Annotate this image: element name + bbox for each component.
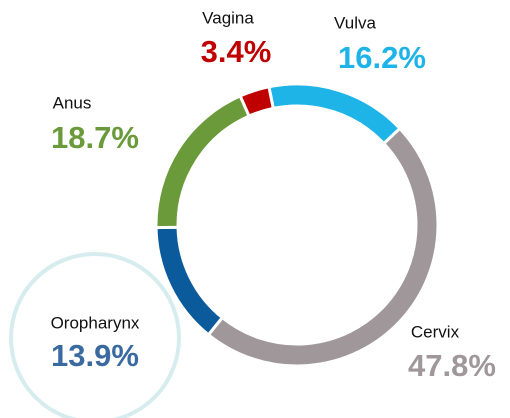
- category-label: Oropharynx: [51, 313, 140, 332]
- donut-segment: [154, 93, 252, 230]
- value-label: 47.8%: [408, 348, 496, 383]
- category-label: Vulva: [334, 13, 376, 32]
- donut-segment: [238, 85, 276, 119]
- donut-segment: [206, 126, 440, 368]
- value-label: 13.9%: [51, 338, 139, 373]
- value-label: 3.4%: [201, 34, 272, 69]
- category-label: Cervix: [411, 322, 460, 341]
- value-label: 16.2%: [338, 40, 426, 75]
- highlight-circle: [9, 252, 181, 418]
- donut-segment: [267, 82, 402, 146]
- category-label: Vagina: [202, 8, 254, 27]
- category-label: Anus: [53, 93, 92, 112]
- donut-segment: [154, 225, 225, 337]
- value-label: 18.7%: [51, 120, 139, 155]
